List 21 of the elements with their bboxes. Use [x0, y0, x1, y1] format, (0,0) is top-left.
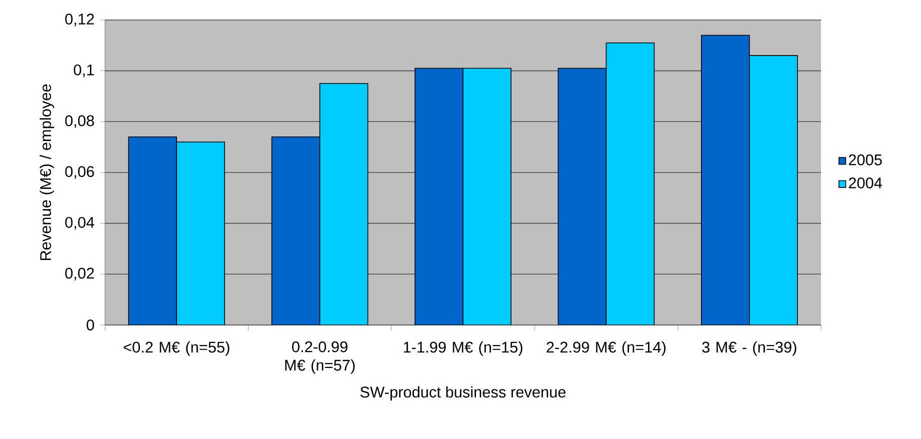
y-tick-label: 0	[86, 320, 94, 330]
x-tick-label: 1-1.99 M€ (n=15)	[404, 341, 522, 356]
x-tick-label: 2-2.99 M€ (n=14)	[546, 341, 666, 356]
y-tick-label: 0,1	[74, 64, 94, 78]
legend-label: 2005	[848, 154, 882, 166]
x-tick-label: 0.2-0.99 M€ (n=57)	[285, 341, 355, 374]
bar	[414, 68, 464, 325]
bar	[128, 136, 178, 325]
x-axis-title: SW-product business revenue	[360, 386, 566, 401]
y-axis-title: Revenue (M€) / employee	[40, 84, 54, 260]
bar	[558, 68, 607, 325]
y-tick-label: 0,04	[65, 216, 94, 230]
y-tick-label: 0,08	[65, 115, 94, 128]
x-tick-label: <0.2 M€ (n=55)	[124, 341, 230, 356]
bar	[271, 136, 320, 325]
y-tick-label: 0,06	[65, 166, 94, 179]
legend-label: 2004	[848, 177, 882, 188]
x-tick-label: 3 M€ - (n=39)	[702, 341, 796, 356]
y-tick-label: 0,02	[65, 268, 94, 281]
bar	[701, 34, 750, 325]
y-tick-label: 0,12	[65, 14, 94, 26]
